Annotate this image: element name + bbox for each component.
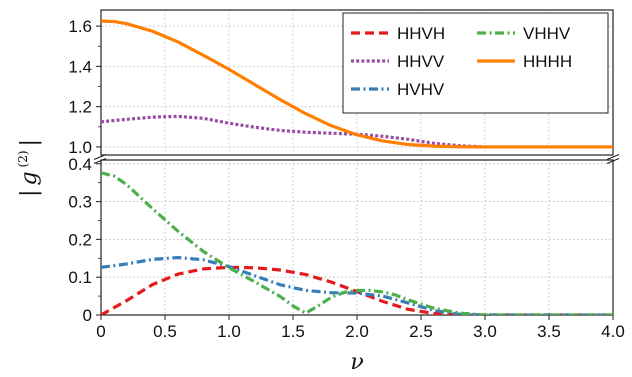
legend-label-hhvh: HHVH: [397, 24, 445, 43]
legend-label-hhvv: HHVV: [397, 52, 445, 71]
axis-break-left-marker: [93, 153, 107, 165]
y-tick-label: 0.3: [68, 193, 92, 212]
x-tick-label: 1.0: [217, 322, 241, 341]
legend-label-vhhv: VHHV: [523, 24, 571, 43]
x-tick-label: 2.5: [409, 322, 433, 341]
svg-text:| g (2) |: | g (2) |: [14, 139, 42, 197]
y-tick-label: 0.2: [68, 230, 92, 249]
x-tick-label: 1.5: [281, 322, 305, 341]
x-tick-label: 3.0: [473, 322, 497, 341]
y-label-bar-left: |: [17, 190, 42, 197]
legend-label-hvhv: HVHV: [397, 80, 445, 99]
x-axis-label: ν: [350, 350, 363, 375]
legend: HHVH HHVV HVHV VHHV HHHH: [342, 12, 609, 114]
series-line-vhhv: [101, 171, 613, 315]
y-tick-label: 1.6: [68, 17, 92, 36]
x-tick-label: 2.0: [345, 322, 369, 341]
y-tick-label: 1.0: [68, 138, 92, 157]
axis-break-right-marker: [606, 153, 620, 165]
x-tick-label: 4.0: [601, 322, 625, 341]
series-line-hvhv: [101, 255, 613, 315]
series-line-hhhh: [101, 19, 613, 149]
y-tick-label: 0: [83, 306, 92, 325]
x-tick-label: 3.5: [537, 322, 561, 341]
x-tick-label: 0: [96, 322, 105, 341]
y-tick-label: 1.2: [68, 98, 92, 117]
y-tick-label: 0.1: [68, 268, 92, 287]
legend-frame: [342, 12, 609, 114]
series-lines: [101, 19, 613, 315]
x-tick-label: 0.5: [153, 322, 177, 341]
tick-labels: 0 0.5 1.0 1.5 2.0 2.5 3.0 3.5 4.0 1.0 1.2 1.4 1.6 0 0.…: [68, 17, 624, 341]
upper-panel-frame: [100, 9, 614, 156]
y-label-g: g: [17, 171, 42, 185]
y-label-bar-right: |: [17, 139, 42, 146]
y-tick-label: 0.4: [68, 155, 92, 174]
y-axis-label: | g (2) |: [14, 139, 42, 197]
legend-label-hhhh: HHHH: [523, 52, 572, 71]
y-label-superscript: (2): [16, 150, 30, 167]
y-tick-label: 1.4: [68, 57, 92, 76]
